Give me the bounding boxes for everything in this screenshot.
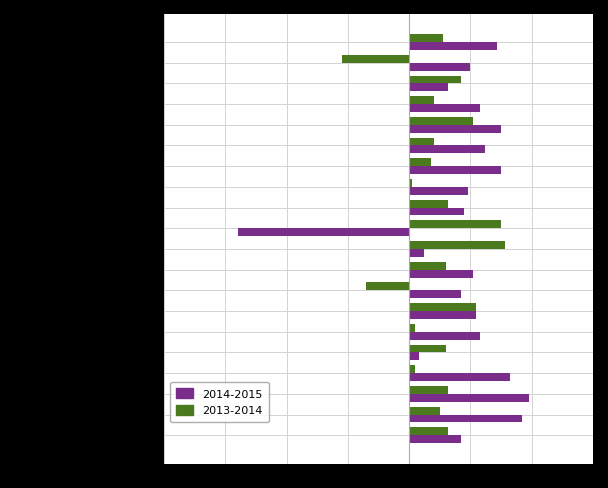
Bar bbox=[409, 167, 501, 175]
Bar bbox=[409, 407, 440, 415]
Bar bbox=[409, 373, 510, 381]
Bar bbox=[409, 242, 505, 249]
Bar bbox=[409, 35, 443, 43]
Bar bbox=[409, 125, 501, 133]
Bar bbox=[409, 415, 522, 423]
Bar bbox=[409, 291, 460, 299]
Text: Sum fylker unnateke
kontinentalsokkelen: Sum fylker unnateke kontinentalsokkelen bbox=[6, 454, 114, 475]
Bar bbox=[409, 435, 460, 443]
Bar bbox=[342, 56, 409, 63]
Bar bbox=[409, 118, 473, 125]
Bar bbox=[409, 159, 431, 167]
Bar bbox=[409, 76, 460, 84]
Bar bbox=[409, 324, 415, 332]
Bar bbox=[409, 311, 477, 319]
Legend: 2014-2015, 2013-2014: 2014-2015, 2013-2014 bbox=[170, 382, 269, 422]
Bar bbox=[409, 366, 415, 373]
Bar bbox=[409, 200, 448, 208]
Bar bbox=[409, 270, 473, 278]
Bar bbox=[409, 208, 465, 216]
Bar bbox=[409, 353, 419, 361]
Bar bbox=[409, 146, 485, 154]
Bar bbox=[409, 345, 446, 353]
Bar bbox=[409, 262, 446, 270]
Bar bbox=[409, 427, 448, 435]
Bar bbox=[409, 43, 497, 51]
Bar bbox=[409, 138, 434, 146]
Bar bbox=[409, 332, 480, 340]
Bar bbox=[409, 180, 412, 187]
Bar bbox=[409, 249, 424, 257]
Bar bbox=[409, 386, 448, 394]
Bar bbox=[366, 283, 409, 291]
Bar bbox=[238, 229, 409, 237]
Bar bbox=[409, 63, 471, 71]
Bar bbox=[409, 97, 434, 105]
Bar bbox=[409, 304, 477, 311]
Bar bbox=[409, 187, 468, 195]
Bar bbox=[409, 394, 529, 402]
Bar bbox=[409, 221, 501, 229]
Bar bbox=[409, 105, 480, 113]
Bar bbox=[409, 84, 448, 92]
